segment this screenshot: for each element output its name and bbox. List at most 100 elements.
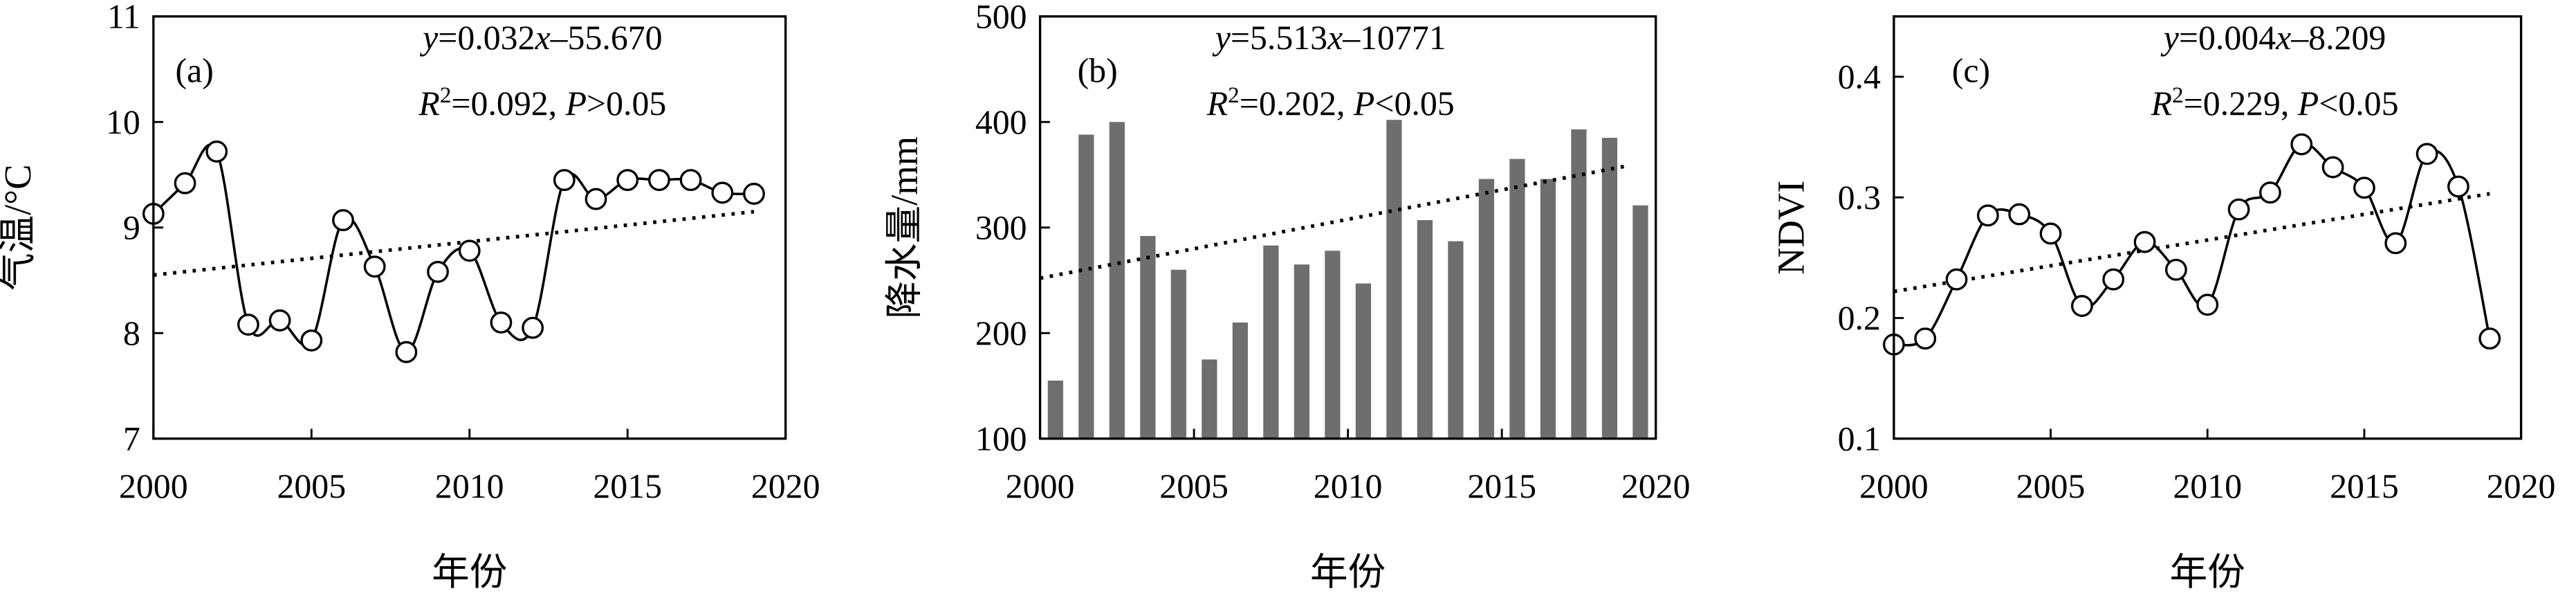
annotation-part: <0.05 [1374,84,1454,123]
annotation-part: 2 [2172,82,2184,108]
y-axis-label: 气温/°C [0,164,39,291]
data-point [616,169,639,192]
bar [1078,134,1094,439]
y-axis-label: NDVI [1769,181,1812,275]
data-point [2353,176,2375,199]
bar [1109,122,1125,439]
panel: 100 200 300 400 500 2000 2005 2010 2015 2020 (b) y=… [883,0,1691,593]
y-tick-label: 400 [975,103,1027,141]
panel-label: (a) [176,52,214,90]
x-tick-label: 2000 [1859,467,1929,505]
y-tick-label: 7 [123,419,140,457]
data-point [2227,198,2250,221]
data-point [2008,203,2031,226]
data-point [553,169,576,192]
bar [1448,241,1464,439]
y-tick-label: 11 [107,0,140,35]
trend-line [153,210,755,277]
x-tick-label: 2010 [435,467,504,505]
annotation-part: =5.513 [1231,19,1327,57]
x-axis-label: 年份 [2170,551,2245,593]
bar [1202,359,1217,439]
bar [1540,179,1556,439]
x-axis-label: 年份 [432,551,507,593]
data-point [395,341,418,363]
annotation: R2=0.202, P<0.05 [1206,82,1455,123]
annotation: R2=0.229, P<0.05 [2151,82,2399,123]
annotation-part: x [1327,19,1343,57]
data-point [1945,268,1968,291]
bar [1047,380,1063,439]
annotation-part: 2 [440,82,452,108]
data-point [2133,230,2156,253]
bar [1601,138,1618,439]
y-tick-label: 0.4 [1838,57,1881,96]
annotation-part: =0.092, [451,84,565,123]
bar [1571,129,1587,439]
data-point [2070,295,2093,317]
plot-frame [152,15,787,440]
data-point [585,188,607,210]
bar [1325,251,1341,439]
x-tick-label: 2010 [2173,467,2242,505]
annotation-part: –55.670 [550,19,663,57]
y-tick-label: 200 [975,314,1027,352]
y-axis-label: 降水量/mm [883,136,926,319]
annotation-part: y [419,19,439,57]
annotation-part: =0.229, [2184,84,2298,123]
x-tick-label: 2000 [1006,467,1075,505]
data-point [2416,143,2438,165]
annotation-part: =0.202, [1240,84,1354,123]
x-tick-label: 2010 [1314,467,1383,505]
data-point [647,169,670,192]
annotation-part: R [418,84,439,123]
data-point [174,172,196,194]
x-tick-label: 2015 [2330,467,2399,505]
x-tick-label: 2015 [593,467,662,505]
plot-frame [1038,15,1657,440]
x-tick-label: 2000 [119,467,188,505]
annotation: y=0.032x–55.670 [419,19,662,57]
annotation-part: =0.004 [2179,19,2276,57]
panel: 0.1 0.2 0.3 0.4 2000 2005 2010 2015 2020 (c) y=0.0… [1769,15,2555,593]
bar [1140,235,1156,439]
x-tick-label: 2020 [751,467,820,505]
data-point [2321,156,2344,179]
bar [1386,120,1402,439]
x-tick-label: 2005 [2016,467,2086,505]
annotation-part: x [535,19,551,57]
annotation-part: y [2160,19,2180,57]
annotation-part: y [1212,19,1231,57]
data-point [2478,327,2501,350]
trend-line [1040,164,1626,280]
bar [1294,264,1310,439]
panel-label: (b) [1078,52,1118,90]
annotation-part: 2 [1228,82,1240,108]
data-point [522,316,544,339]
y-tick-label: 0.1 [1838,419,1881,457]
trend-line [1893,192,2490,293]
data-point [711,181,734,204]
data-point [205,141,228,163]
bar [1509,158,1525,439]
data-point [300,329,323,352]
data-point [1976,204,1999,227]
data-point [2384,232,2407,255]
data-point [458,239,481,262]
y-tick-label: 10 [106,103,140,141]
x-tick-label: 2005 [277,467,346,505]
data-point [237,314,259,336]
data-point [2196,293,2219,316]
annotation-part: x [2275,19,2291,57]
bar [1632,205,1648,439]
data-point [2102,268,2125,291]
data-point [2164,258,2187,281]
x-axis-label: 年份 [1310,551,1386,593]
data-point [1914,327,1937,350]
annotation-part: –10771 [1342,19,1446,57]
bar [1355,283,1372,439]
data-point [2447,175,2469,198]
data-point [490,311,513,334]
